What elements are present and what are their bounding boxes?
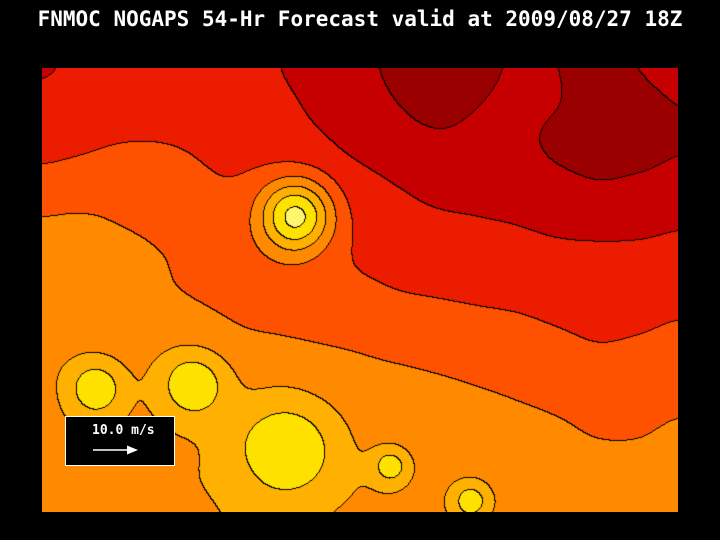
wind-scale-arrow-icon xyxy=(93,445,138,455)
contour-plot: 10.0 m/s xyxy=(42,68,678,512)
wind-scale-legend: 10.0 m/s xyxy=(65,416,175,466)
wind-scale-label: 10.0 m/s xyxy=(92,423,155,438)
page-title: FNMOC NOGAPS 54-Hr Forecast valid at 200… xyxy=(37,7,683,31)
